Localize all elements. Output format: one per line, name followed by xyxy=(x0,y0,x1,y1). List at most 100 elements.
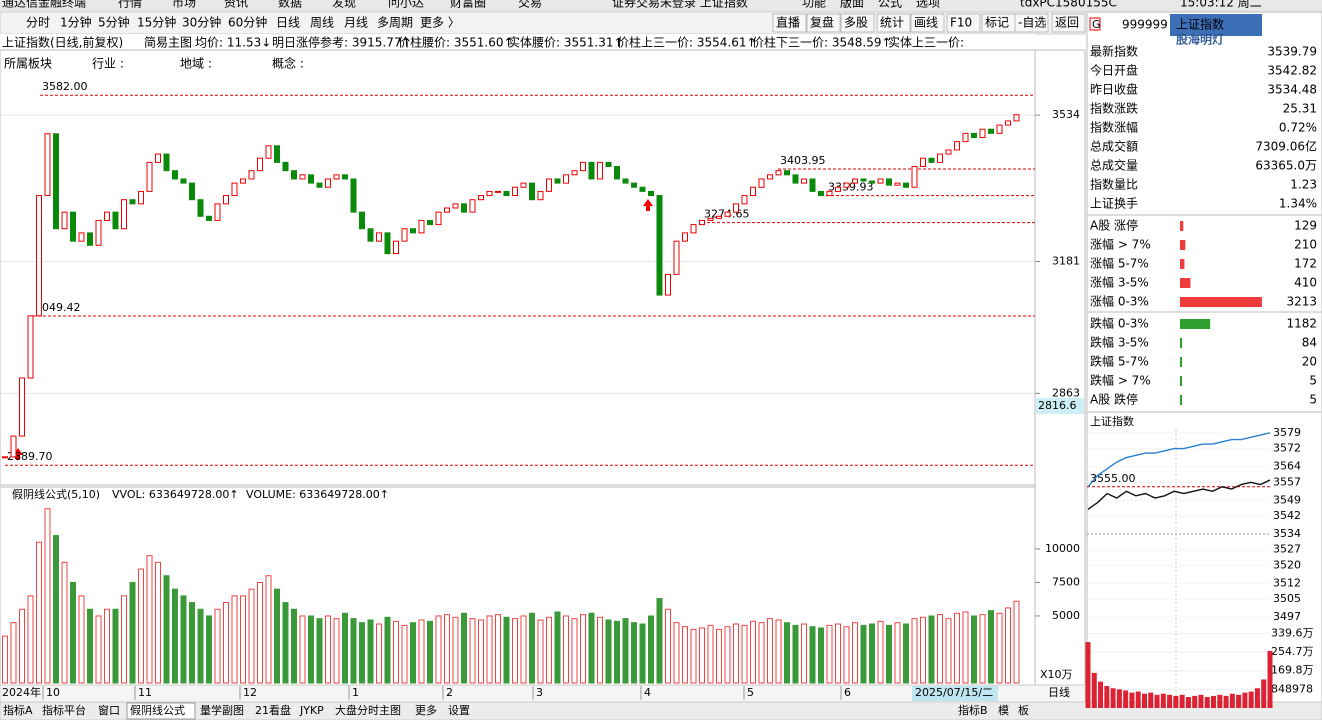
tool-button[interactable] xyxy=(876,13,911,33)
tool-button-label[interactable]: 复盘 xyxy=(810,15,834,30)
volume-bar xyxy=(801,623,807,684)
chart-mode[interactable]: 简易主图 xyxy=(144,36,192,50)
menu-item[interactable]: 资讯 xyxy=(224,0,248,10)
bottom-tab[interactable]: 设置 xyxy=(448,704,470,717)
bottom-tab[interactable]: JYKP xyxy=(299,704,324,717)
tool-button-label[interactable]: 标记 xyxy=(985,16,1009,30)
menu-item[interactable]: tdxPC1580155C xyxy=(1020,0,1117,10)
menu-item[interactable]: 证券交易未登录 上证指数 xyxy=(612,0,748,10)
volume-bar xyxy=(342,612,348,684)
mini-volume-bar xyxy=(1110,688,1116,708)
menu-item[interactable]: 交易 xyxy=(518,0,542,10)
volume-bar xyxy=(614,620,620,684)
tool-button[interactable] xyxy=(910,13,945,33)
volume-bar xyxy=(452,616,459,684)
candle xyxy=(70,211,76,242)
tool-button[interactable] xyxy=(1014,13,1049,33)
tool-button[interactable] xyxy=(840,13,875,33)
y-tick-label: 3181 xyxy=(1052,254,1080,267)
menu-item[interactable]: 版面 xyxy=(840,0,864,10)
period-tab[interactable]: 5分钟 xyxy=(98,15,130,30)
breadth-bar xyxy=(1180,278,1191,288)
volume-bar xyxy=(639,623,646,684)
bottom-tab[interactable]: 指标平台 xyxy=(42,703,86,717)
menu-item[interactable]: 功能 xyxy=(802,0,826,10)
bottom-right-tab[interactable]: 模 xyxy=(998,704,1009,717)
breadth-count: 129 xyxy=(1294,219,1317,233)
period-tab[interactable]: 月线 xyxy=(344,16,368,30)
period-tab[interactable]: 周线 xyxy=(310,16,334,30)
volume-bar xyxy=(920,616,926,684)
candle xyxy=(656,195,663,296)
tool-button-label[interactable]: 画线 xyxy=(914,16,938,30)
menu-item[interactable]: 公式 xyxy=(878,0,902,10)
bottom-tab[interactable]: 21看盘 xyxy=(255,703,291,717)
tool-button[interactable] xyxy=(946,13,981,33)
tool-button[interactable] xyxy=(772,13,807,33)
tool-button-label[interactable]: F10 xyxy=(950,16,972,30)
candle xyxy=(1005,120,1011,126)
menu-item[interactable]: 市场 xyxy=(172,0,196,10)
row-value: 0.72% xyxy=(1279,121,1317,135)
bottom-right-tab[interactable]: 板 xyxy=(1018,703,1029,717)
period-tab[interactable]: 分时 xyxy=(26,16,50,30)
volume-bar xyxy=(155,561,161,684)
bottom-tab[interactable]: 更多 xyxy=(415,703,437,717)
tool-button-label[interactable]: 直播 xyxy=(776,16,800,30)
breadth-count: 5 xyxy=(1309,374,1317,388)
menu-item[interactable]: 发现 xyxy=(332,0,356,10)
bottom-tab[interactable]: 大盘分时主图 xyxy=(335,703,401,717)
period-tab[interactable]: 更多 〉 xyxy=(420,16,460,30)
candle xyxy=(962,132,969,143)
tool-button[interactable] xyxy=(806,13,841,33)
period-tab[interactable]: 30分钟 xyxy=(182,15,221,30)
period-tab[interactable]: 15分钟 xyxy=(137,15,176,30)
mini-volume-bar xyxy=(1098,681,1104,708)
mini-volume-bar xyxy=(1261,679,1267,708)
volume-bar xyxy=(282,602,289,684)
breadth-label: 涨幅 0-3% xyxy=(1090,294,1149,309)
tool-button-label[interactable]: -自选 xyxy=(1018,16,1046,30)
breadth-label: A股 跌停 xyxy=(1090,392,1138,407)
candle xyxy=(427,219,433,226)
cursor-date-box xyxy=(912,686,998,701)
period-tab[interactable]: 1分钟 xyxy=(60,15,92,30)
mini-volume-bar xyxy=(1192,695,1198,708)
level-label: 2689.70 xyxy=(7,450,53,463)
candle xyxy=(801,178,807,184)
menu-item[interactable]: 选项 xyxy=(916,0,940,10)
level-label: 3582.00 xyxy=(42,80,88,93)
menu-item[interactable]: 通达信金融终端 xyxy=(2,0,86,10)
bottom-bar xyxy=(0,701,1322,720)
mini-tick-label: 3497 xyxy=(1273,610,1301,623)
menu-item[interactable]: 数据 xyxy=(278,0,302,10)
code: 999999 xyxy=(1122,18,1168,32)
tool-button-label[interactable]: 统计 xyxy=(880,16,904,30)
volume-bar xyxy=(690,628,697,684)
tool-button-label[interactable]: 多股 xyxy=(844,16,868,30)
mini-vtick-label: 339.6万 xyxy=(1271,626,1314,639)
tool-button[interactable] xyxy=(1051,13,1086,33)
volume-bar xyxy=(121,595,127,684)
volume-bar xyxy=(10,622,17,684)
bottom-tab[interactable]: 指标A xyxy=(3,703,33,717)
period-tab[interactable]: 60分钟 xyxy=(228,15,267,30)
bottom-right-tab[interactable]: 指标B xyxy=(958,703,988,717)
candle xyxy=(937,153,943,163)
menu-item[interactable]: 问小达 xyxy=(388,0,424,10)
menu-item[interactable]: 财富圈 xyxy=(450,0,486,10)
volume-bar xyxy=(622,618,629,684)
period-tab[interactable]: 日线 xyxy=(276,16,300,30)
period-tab[interactable]: 多周期 xyxy=(377,16,413,30)
cursor-label: 2816.6 xyxy=(1038,399,1077,412)
month-label: 5 xyxy=(747,686,754,699)
menu-item[interactable]: 行情 xyxy=(118,0,142,10)
tool-button-label[interactable]: 返回 xyxy=(1055,16,1079,30)
menu-item[interactable]: 15:03:12 周二 xyxy=(1180,0,1262,10)
bottom-tab[interactable]: 假阴线公式 xyxy=(130,703,185,717)
bottom-tab[interactable]: 窗口 xyxy=(98,703,120,717)
volume-bar xyxy=(520,615,527,684)
active-tab[interactable] xyxy=(126,702,196,720)
bottom-tab[interactable]: 量学副图 xyxy=(200,703,244,717)
